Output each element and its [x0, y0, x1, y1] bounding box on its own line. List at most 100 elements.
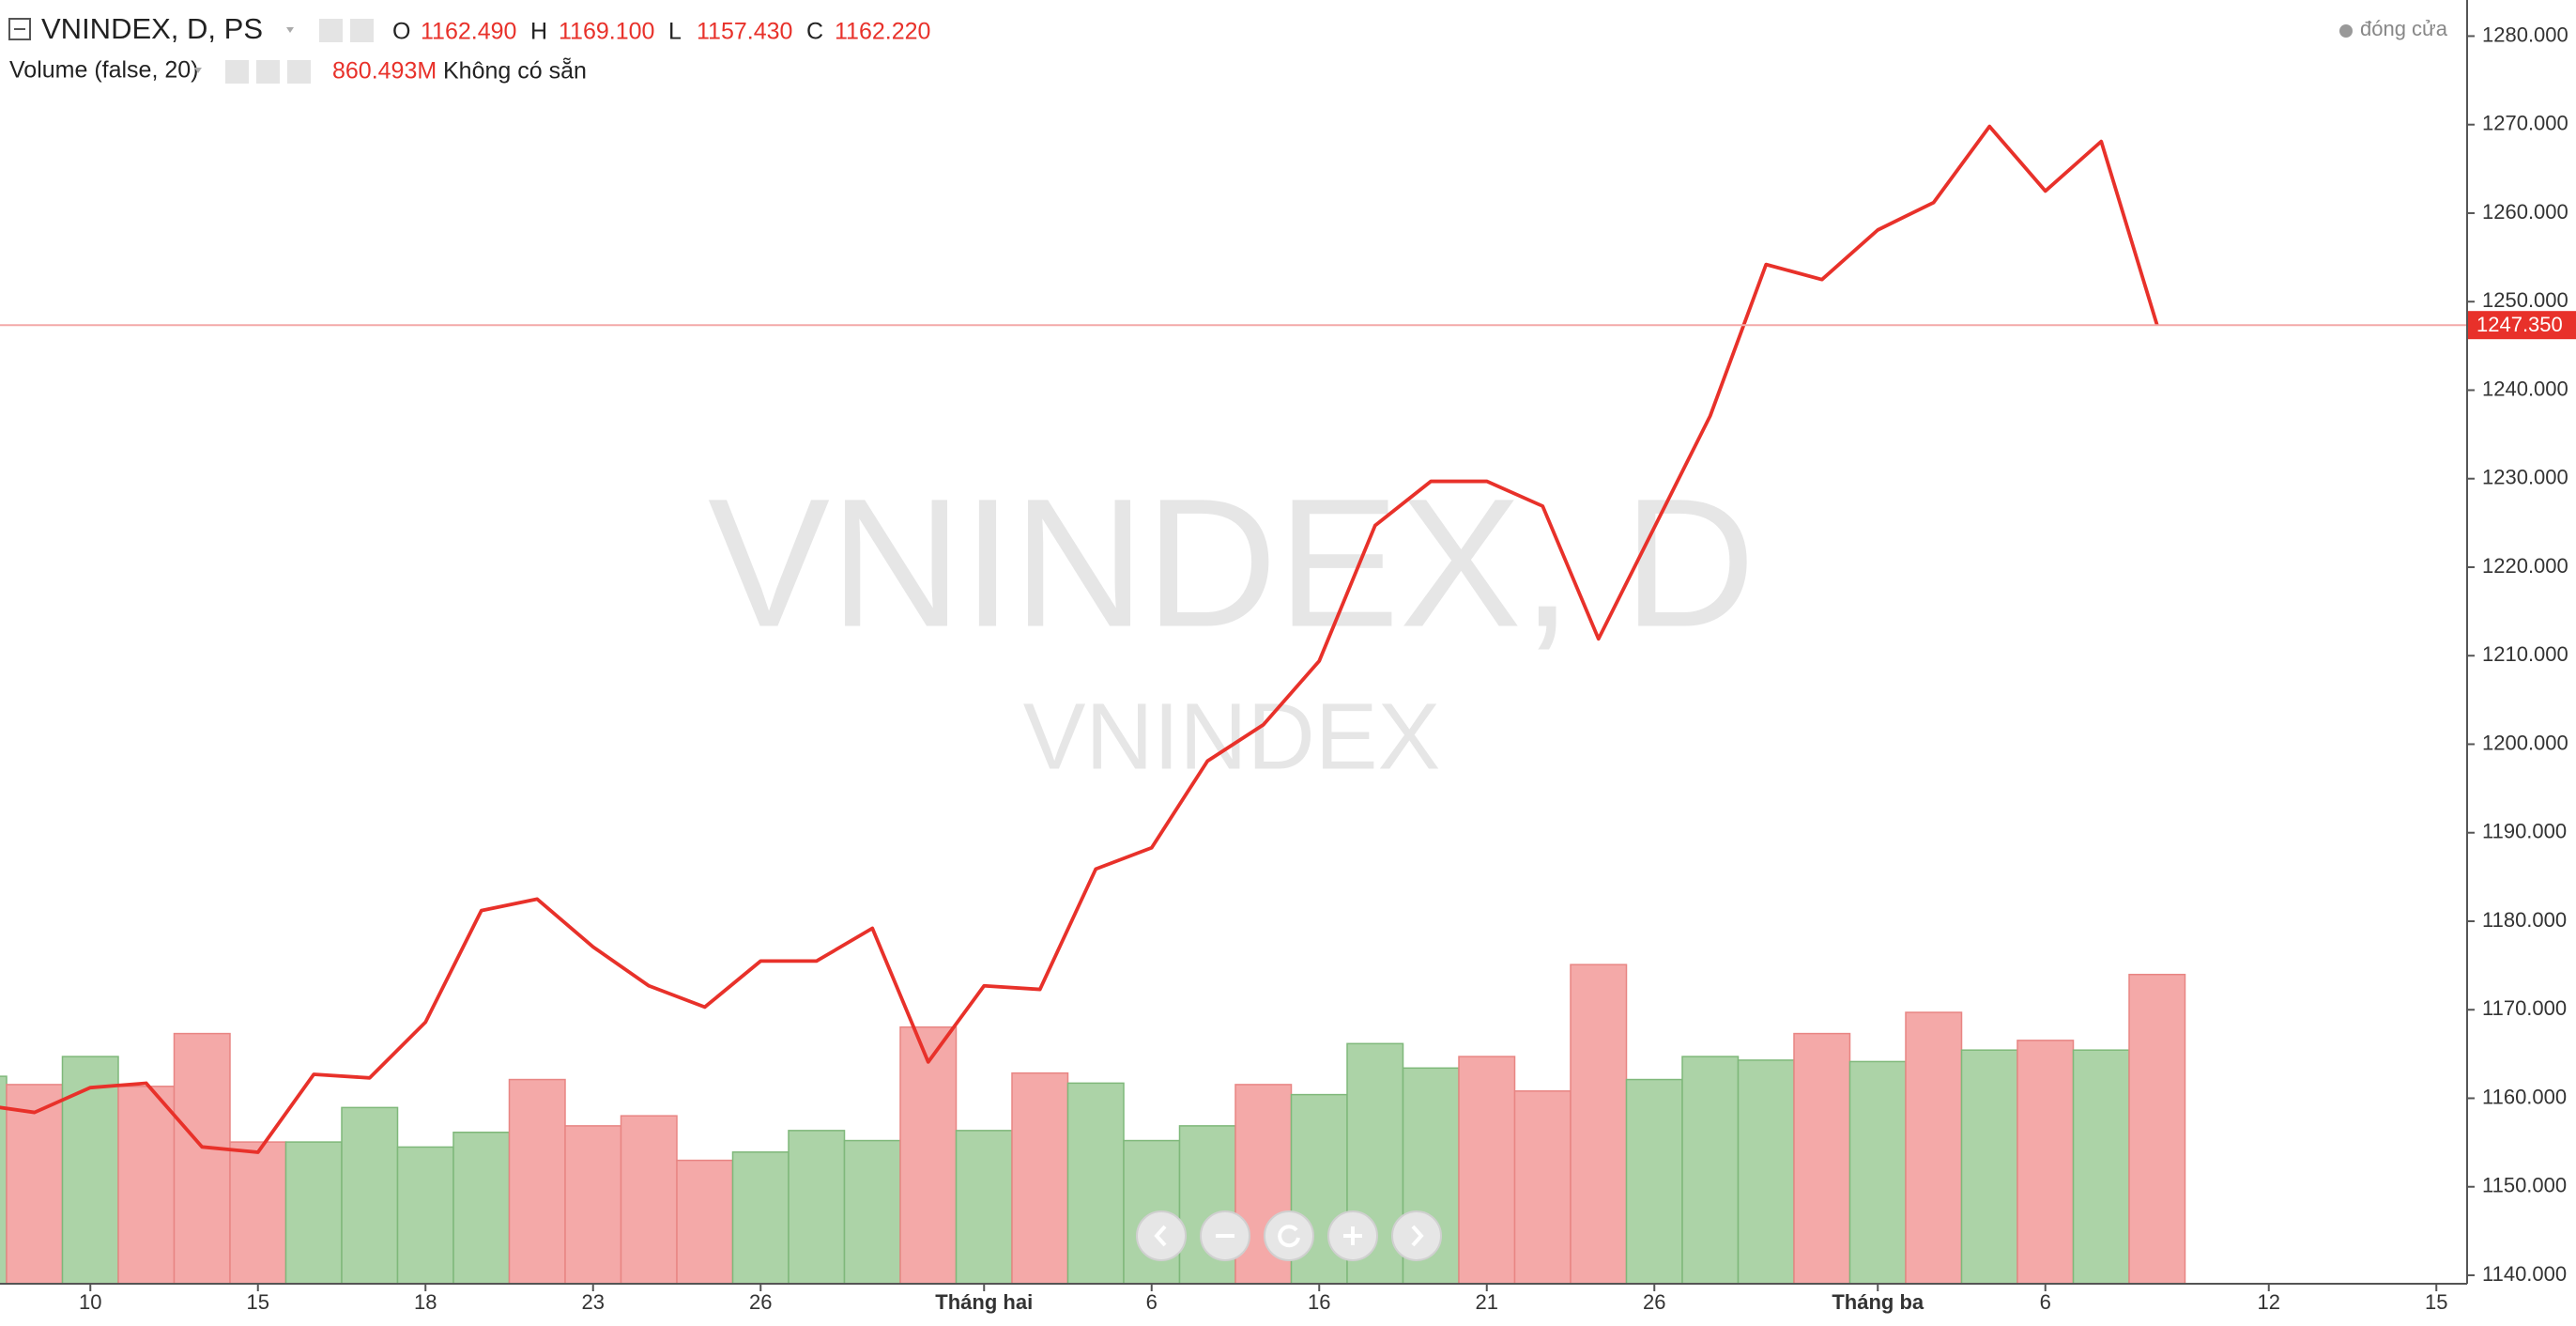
symbol-title: VNINDEX, D, PS [41, 12, 263, 45]
volume-bar [452, 1132, 511, 1284]
right-icon [1411, 1225, 1424, 1247]
volume-bar [396, 1146, 454, 1284]
visibility-button[interactable] [319, 19, 343, 42]
scroll-right-button[interactable] [1391, 1210, 1442, 1261]
volume-bar [564, 1125, 622, 1284]
volume-bar [229, 1141, 287, 1284]
x-tick-label: 21 [1476, 1290, 1498, 1314]
volume-bar [1960, 1049, 2018, 1284]
volume-bar [2128, 973, 2186, 1284]
axes: 1140.000 1150.000 1160.000 1170.000 1180.000… [79, 23, 2576, 1314]
dropdown-arrow[interactable] [194, 68, 202, 73]
volume-bar [1066, 1082, 1125, 1284]
y-tick-label: 1250.000 [2482, 288, 2568, 312]
y-tick-label: 1140.000 [2482, 1262, 2567, 1286]
y-tick-label: 1270.000 [2482, 112, 2568, 135]
reset-icon [1278, 1225, 1300, 1248]
scroll-left-button[interactable] [1136, 1210, 1187, 1261]
ohlc-value: 1162.490 [421, 19, 516, 45]
volume-bar [731, 1151, 790, 1284]
y-tick-label: 1220.000 [2482, 554, 2568, 578]
y-tick-label: 1230.000 [2482, 466, 2568, 489]
volume-bar [117, 1086, 176, 1284]
y-tick-label: 1190.000 [2482, 820, 2567, 843]
volume-bar [508, 1078, 566, 1284]
volume-bar [284, 1141, 343, 1284]
status-label: đóng cửa [2360, 17, 2448, 40]
y-tick-label: 1210.000 [2482, 642, 2568, 666]
volume-bar [676, 1159, 734, 1284]
x-tick-label: 23 [582, 1290, 605, 1314]
volume-bar [1793, 1032, 1851, 1284]
x-tick-label: 26 [1643, 1290, 1665, 1314]
collapse-button[interactable] [8, 18, 31, 40]
volume-bar [843, 1139, 901, 1284]
price-line [0, 124, 2159, 1154]
volume-bar [173, 1032, 231, 1284]
volume-value: 860.493M [332, 58, 437, 85]
volume-note: Không có sẵn [443, 57, 587, 85]
volume-title: Volume (false, 20) [9, 57, 199, 84]
x-tick-label: 16 [1308, 1290, 1330, 1314]
x-tick-label: 12 [2258, 1290, 2280, 1314]
ohlc-key: C [806, 19, 823, 45]
ohlc-key: H [530, 19, 547, 45]
volume-bar [620, 1115, 678, 1284]
x-tick-label: 6 [2040, 1290, 2051, 1314]
nav-icons [1154, 1225, 1424, 1248]
y-tick-label: 1150.000 [2482, 1174, 2567, 1197]
left-icon [1154, 1225, 1167, 1247]
ohlc-value: 1162.220 [835, 19, 930, 45]
y-tick-label: 1200.000 [2482, 731, 2568, 754]
watermark-subtitle: VNINDEX [1023, 684, 1441, 789]
x-tick-label: Tháng hai [935, 1290, 1033, 1314]
watermark-title: VNINDEX, D [708, 461, 1756, 666]
volume-bar [1011, 1072, 1069, 1284]
y-tick-label: 1160.000 [2482, 1085, 2567, 1108]
ohlc-legend: O 1162.490 H 1169.100 L 1157.430 C 1162.220 [392, 19, 930, 45]
x-tick-label: 10 [79, 1290, 101, 1314]
volume-bar [899, 1025, 958, 1284]
volume-bar [1905, 1011, 1963, 1284]
volume-bar [2072, 1049, 2130, 1284]
volume-bar [788, 1130, 846, 1284]
x-tick-label: 15 [247, 1290, 269, 1314]
volume-bar [955, 1130, 1013, 1284]
settings-button[interactable] [350, 19, 374, 42]
reset-button[interactable] [1264, 1210, 1314, 1261]
volume-bar [2016, 1040, 2075, 1284]
ohlc-value: 1169.100 [559, 19, 654, 45]
remove-button[interactable] [287, 60, 311, 84]
volume-bar [1737, 1059, 1795, 1284]
volume-bar [1123, 1139, 1181, 1284]
ohlc-key: O [392, 19, 410, 45]
x-tick-label: Tháng ba [1832, 1290, 1924, 1314]
ohlc-value: 1157.430 [697, 19, 792, 45]
x-tick-label: 6 [1146, 1290, 1158, 1314]
volume-bar [341, 1106, 399, 1284]
volume-bar [1848, 1060, 1907, 1284]
watermark: VNINDEX, D VNINDEX [708, 461, 1756, 790]
settings-button[interactable] [256, 60, 280, 84]
plus-icon [1343, 1226, 1362, 1245]
volume-bar [1458, 1056, 1516, 1284]
x-tick-label: 26 [749, 1290, 772, 1314]
last-price-box [2468, 311, 2576, 340]
ohlc-key: L [668, 19, 682, 45]
nav-buttons [1136, 1210, 1442, 1261]
volume-bar [6, 1084, 64, 1284]
volume-bar [61, 1056, 119, 1284]
last-price-label: 1247.350 [2476, 313, 2563, 336]
volume-bar [1513, 1090, 1572, 1284]
x-tick-label: 15 [2425, 1290, 2447, 1314]
volume-bar [1681, 1056, 1740, 1284]
dropdown-arrow[interactable] [286, 27, 294, 33]
volume-bar [1625, 1078, 1683, 1284]
y-tick-label: 1240.000 [2482, 377, 2568, 400]
volume-bar [1570, 964, 1628, 1284]
y-tick-label: 1260.000 [2482, 200, 2568, 224]
visibility-button[interactable] [225, 60, 249, 84]
x-tick-label: 18 [414, 1290, 437, 1314]
y-tick-label: 1280.000 [2482, 23, 2568, 46]
